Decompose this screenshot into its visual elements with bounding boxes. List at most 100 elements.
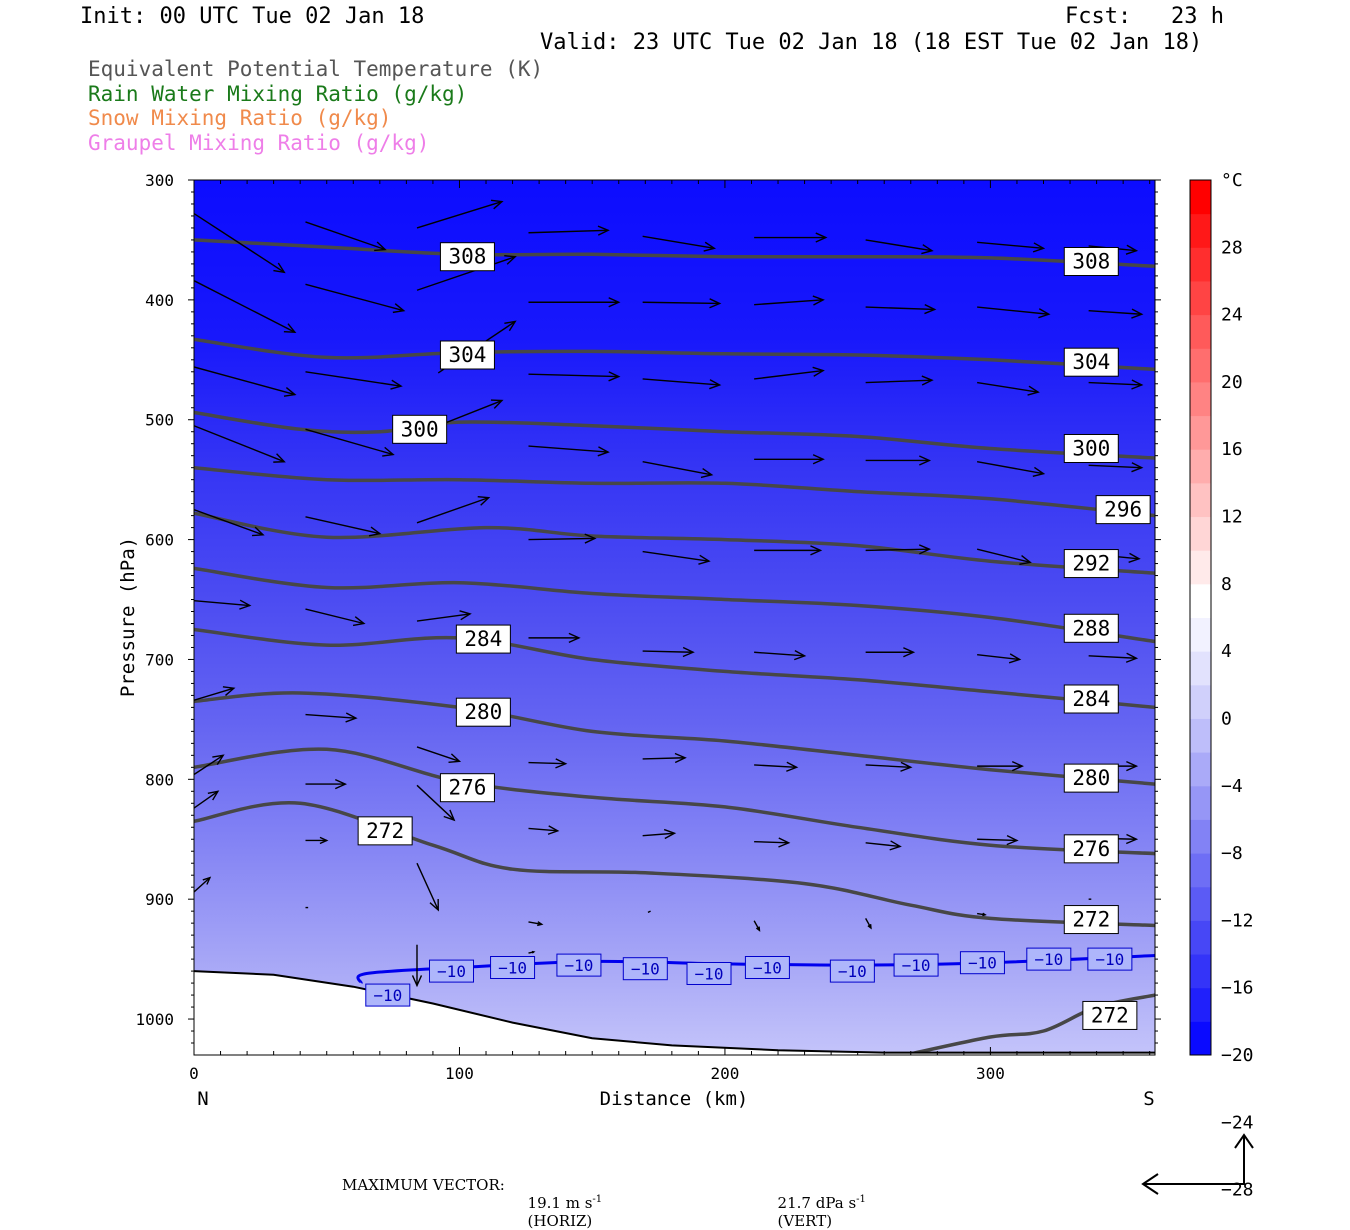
wind-vector <box>416 610 472 622</box>
wind-vector <box>194 790 220 809</box>
wind-vector <box>754 650 807 661</box>
colorbar-unit: °C <box>1221 170 1243 191</box>
x-tick-label: 300 <box>976 1064 1005 1083</box>
theta-e-label-box <box>1063 247 1119 277</box>
colorbar-swatch <box>1190 718 1211 753</box>
theta-e-label: 272 <box>1072 908 1110 932</box>
wind-vector <box>754 454 825 465</box>
wind-vector <box>194 508 265 537</box>
horiz-unit: (HORIZ) <box>527 1212 593 1230</box>
colorbar-swatch <box>1190 449 1211 484</box>
terrain-fill <box>194 971 1155 1055</box>
theta-e-contour-296 <box>194 465 1155 518</box>
wind-vector <box>416 784 456 822</box>
colorbar-tick-label: 16 <box>1221 439 1243 460</box>
theta-e-contour-276 <box>194 747 1155 856</box>
wind-vector <box>754 837 791 848</box>
wind-vector <box>754 295 825 306</box>
colorbar-swatch <box>1190 886 1211 921</box>
colorbar-swatch <box>1190 213 1211 248</box>
wind-vector <box>865 544 932 555</box>
wind-vector <box>194 876 212 893</box>
theta-e-label: 284 <box>1072 687 1110 711</box>
isotherm-label: −10 <box>753 959 782 978</box>
vert-value: 21.7 dPa s <box>777 1194 857 1212</box>
isotherm-label-box <box>959 951 1005 975</box>
isotherm-label-box <box>365 983 411 1007</box>
isotherm-label-box <box>744 956 790 979</box>
colorbar-swatch <box>1190 1021 1211 1056</box>
wind-vector <box>305 221 387 252</box>
wind-vector <box>1088 652 1139 663</box>
colorbar-swatch <box>1190 381 1211 417</box>
isotherm-label-box <box>686 961 732 985</box>
horiz-value: 19.1 m s <box>527 1194 593 1212</box>
wind-vector <box>977 835 1019 846</box>
wind-vector <box>305 608 366 627</box>
colorbar-tick-label: −16 <box>1221 978 1254 999</box>
wind-vector <box>528 445 610 457</box>
isotherm-label-box <box>1087 947 1133 971</box>
theta-e-label-box <box>439 242 495 272</box>
colorbar-tick-label: 24 <box>1221 305 1243 326</box>
colorbar-swatch <box>1190 684 1211 719</box>
theta-e-label-box <box>439 340 495 370</box>
colorbar-swatch <box>1190 752 1211 787</box>
legend-graupel: Graupel Mixing Ratio (g/kg) <box>88 131 430 155</box>
colorbar-swatch <box>1190 550 1211 585</box>
y-tick-label: 500 <box>145 411 174 430</box>
wind-vector <box>528 825 560 835</box>
theta-e-label-box <box>1063 763 1119 793</box>
wind-vector <box>642 752 687 764</box>
isotherm-label: −10 <box>564 956 593 975</box>
valid-time: Valid: 23 UTC Tue 02 Jan 18 (18 EST Tue … <box>540 30 1203 55</box>
colorbar-tick-label: 4 <box>1221 641 1232 662</box>
wind-vector <box>194 599 252 610</box>
theta-e-label-box <box>455 697 511 727</box>
y-tick-label: 900 <box>145 890 174 909</box>
theta-e-label: 288 <box>1072 616 1110 640</box>
colorbar-swatch <box>1190 954 1211 989</box>
wind-vector <box>865 761 913 772</box>
theta-e-label-box <box>1082 1000 1138 1030</box>
colorbar-frame <box>1189 179 1212 1056</box>
wind-vector <box>754 545 823 556</box>
theta-e-label-box <box>357 816 413 846</box>
colorbar-swatch <box>1190 516 1211 551</box>
wind-vector <box>305 712 358 723</box>
isotherm-label: −10 <box>1034 950 1063 969</box>
forecast-hour: Fcst: 23 h <box>1065 4 1224 29</box>
x-tick-label: 0 <box>189 1064 199 1083</box>
wind-vector <box>194 366 297 397</box>
wind-vector <box>194 425 286 463</box>
wind-vector <box>305 836 329 845</box>
colorbar-tick-label: 0 <box>1221 708 1232 729</box>
isotherm-label-box <box>622 957 668 981</box>
isotherm-label-box <box>556 953 602 977</box>
colorbar-tick-label: −12 <box>1221 910 1254 931</box>
wind-vector <box>977 241 1046 253</box>
theta-e-label: 276 <box>1072 837 1110 861</box>
wind-vector <box>416 746 462 764</box>
theta-e-label: 272 <box>1091 1003 1129 1027</box>
theta-e-label: 296 <box>1104 498 1142 522</box>
wind-vector <box>1088 379 1144 390</box>
theta-e-label: 308 <box>448 245 486 269</box>
colorbar-tick-label: −4 <box>1221 776 1243 797</box>
isotherm-label: −10 <box>437 962 466 981</box>
isotherm-label: −10 <box>838 962 867 981</box>
theta-e-label-box <box>1095 495 1151 525</box>
south-label: S <box>1143 1088 1154 1110</box>
theta-e-label-box <box>1063 684 1119 714</box>
theta-e-label: 300 <box>401 417 439 441</box>
wind-vector <box>865 303 937 315</box>
theta-e-label-box <box>455 624 511 654</box>
theta-e-label-box <box>1063 433 1119 463</box>
vert-unit: (VERT) <box>777 1212 833 1230</box>
colorbar-tick-label: 8 <box>1221 574 1232 595</box>
north-label: N <box>197 1088 208 1110</box>
colorbar-tick-label: −8 <box>1221 843 1243 864</box>
theta-e-label-box <box>392 414 448 444</box>
wind-vector <box>305 778 348 790</box>
wind-vector <box>642 378 722 390</box>
